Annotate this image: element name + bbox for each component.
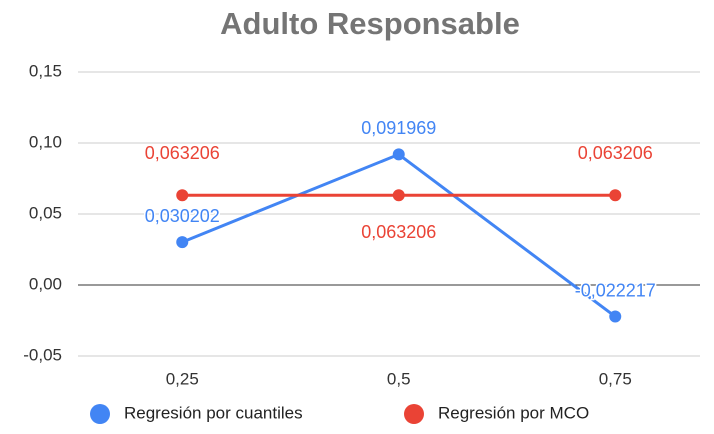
data-label: -0,022217 [575,280,656,300]
x-tick-label: 0,25 [166,369,199,388]
y-tick-label: -0,05 [23,345,62,364]
legend-swatch [404,404,424,424]
data-label: 0,030202 [145,206,220,226]
point [176,189,189,202]
y-tick-label: 0,05 [29,203,62,222]
legend-label: Regresión por MCO [438,403,589,422]
point [392,189,405,202]
point [609,310,622,323]
y-tick-label: 0,00 [29,274,62,293]
data-label: 0,063206 [361,222,436,242]
data-label: 0,091969 [361,118,436,138]
x-tick-label: 0,75 [599,369,632,388]
y-tick-label: 0,10 [29,132,62,151]
point [609,189,622,202]
legend-label: Regresión por cuantiles [124,403,303,422]
point [176,236,189,249]
chart-title: Adulto Responsable [220,6,520,41]
data-label: 0,063206 [578,143,653,163]
y-tick-label: 0,15 [29,61,62,80]
point [392,148,405,161]
x-tick-label: 0,5 [387,369,411,388]
legend-swatch [90,404,110,424]
data-label: 0,063206 [145,143,220,163]
